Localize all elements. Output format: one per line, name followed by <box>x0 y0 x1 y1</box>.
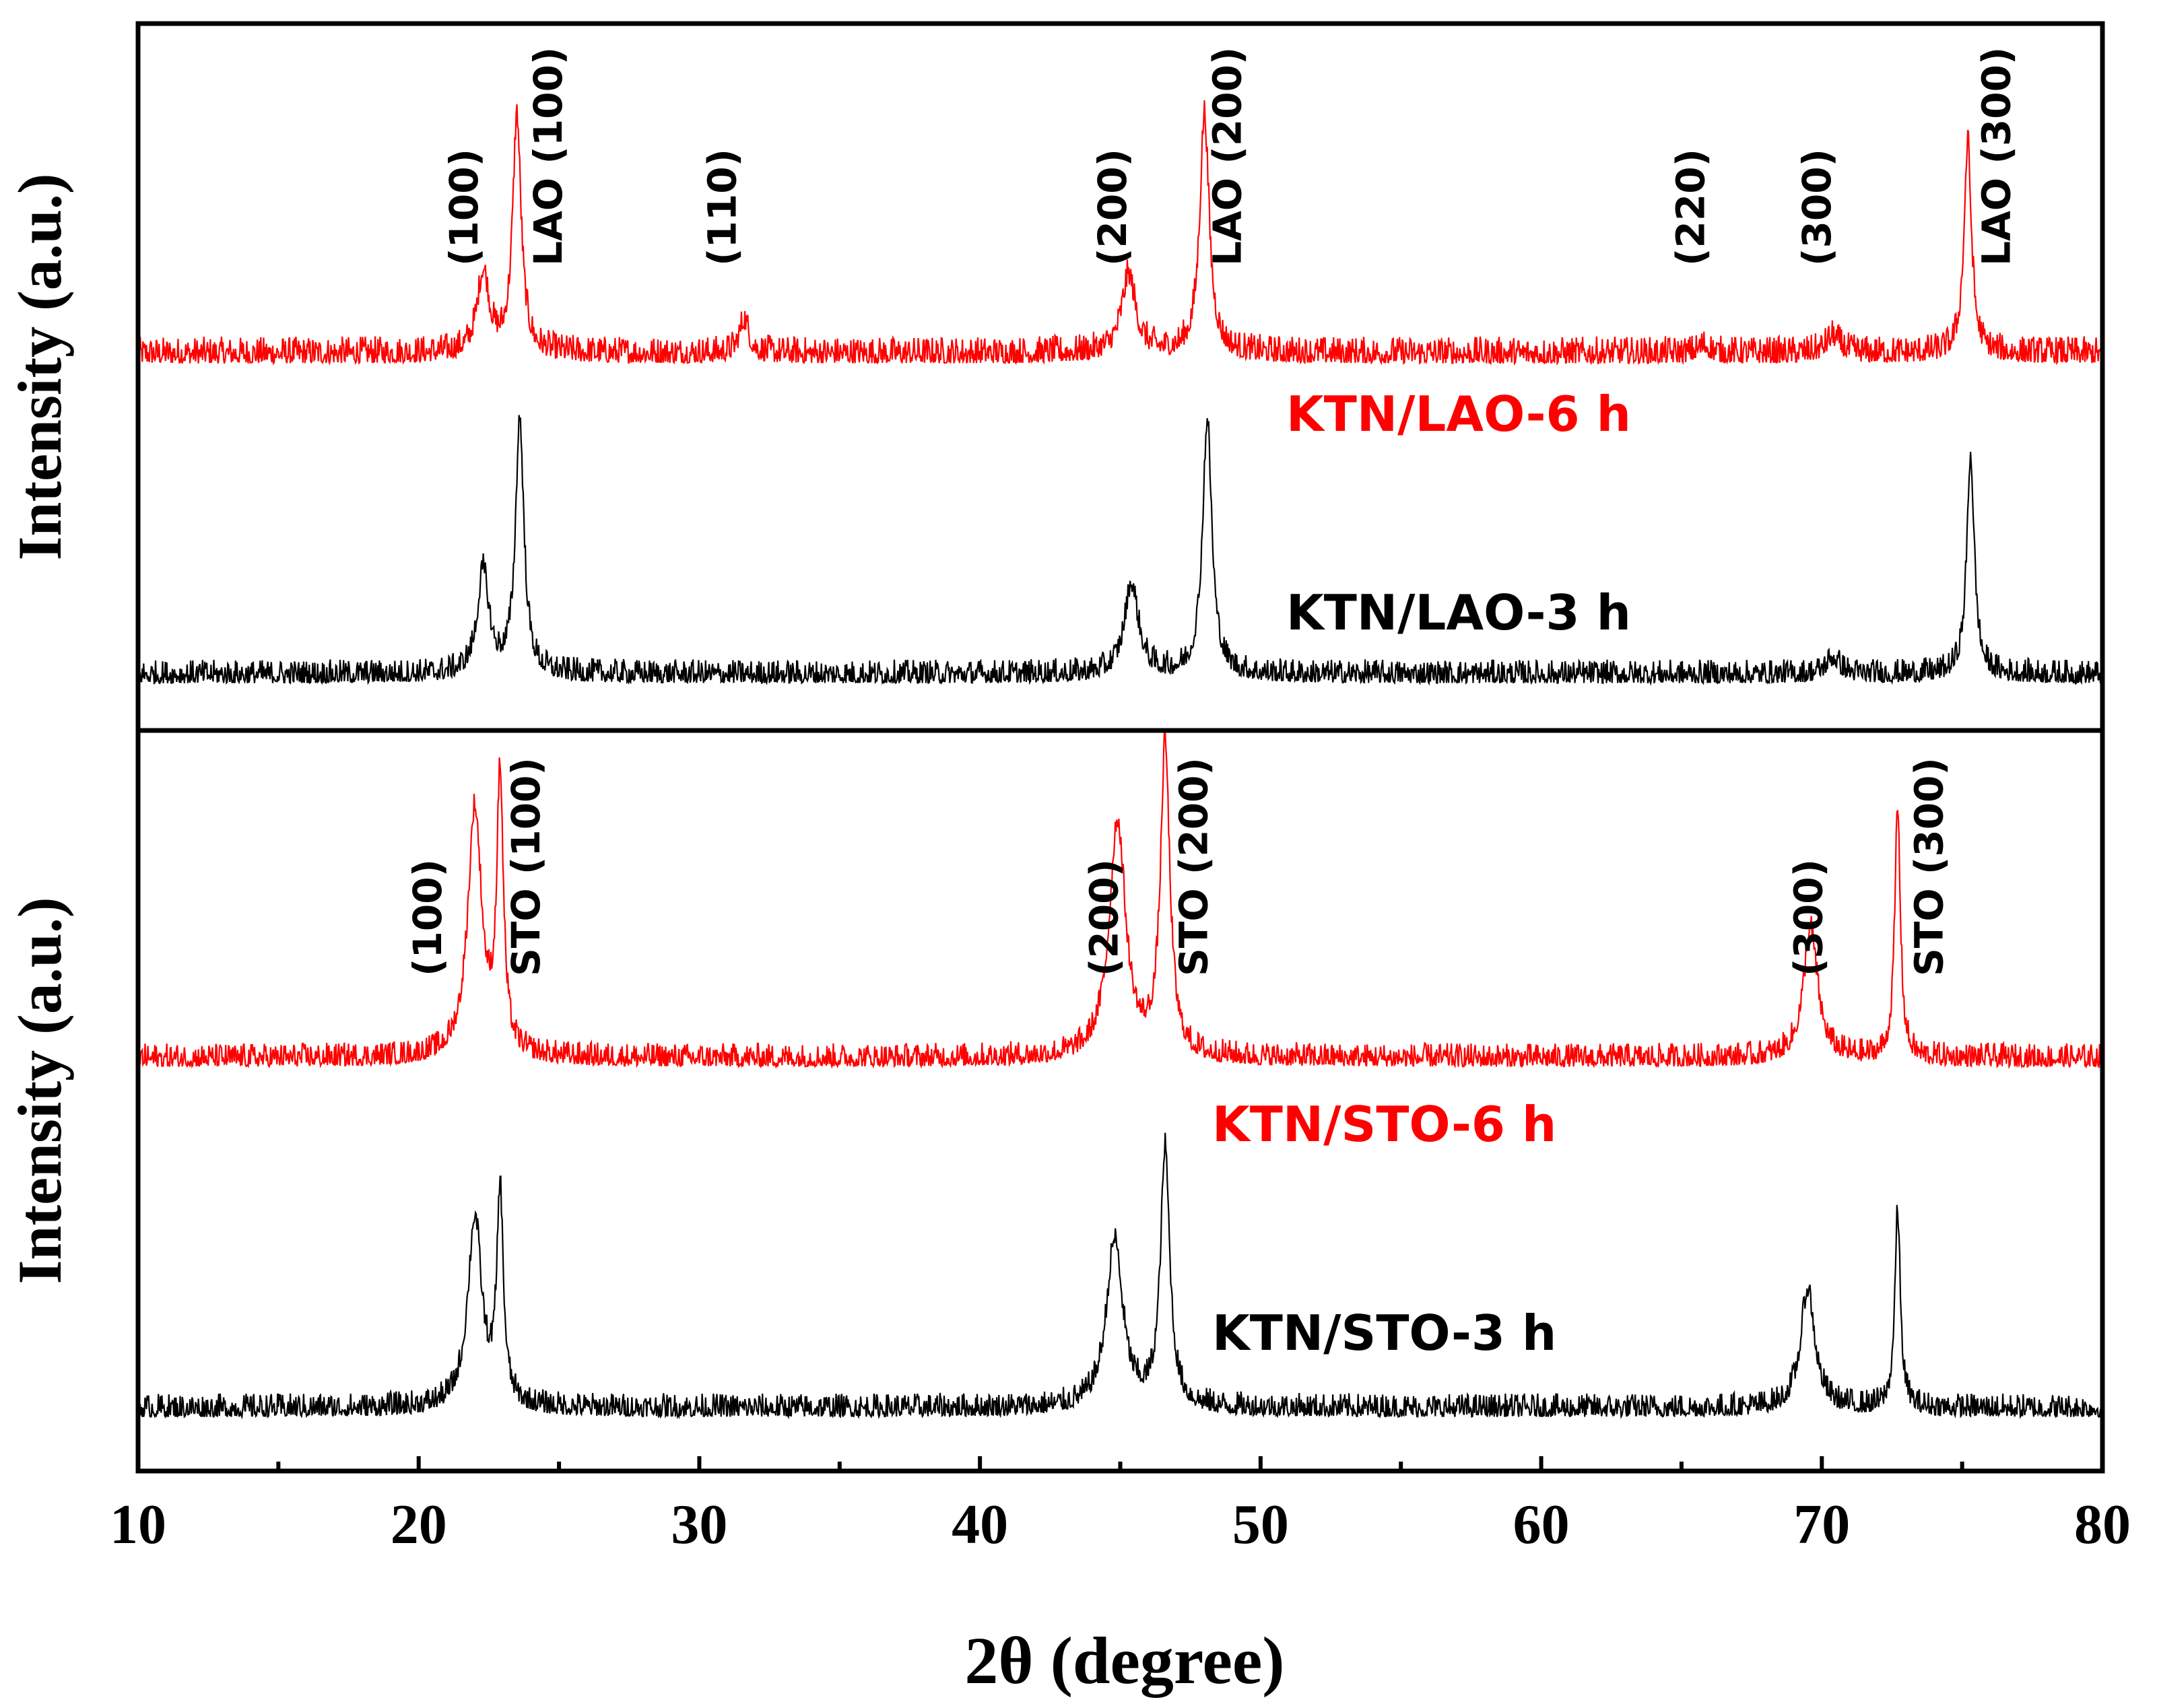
series-line-ktn-lao-6-h <box>137 100 2104 366</box>
series-label-ktn-lao-3h: KTN/LAO-3 h <box>1286 584 1631 641</box>
curves-layer <box>137 100 2104 1420</box>
peak-annotation: STO (300) <box>1906 757 1952 976</box>
x-tick-label: 50 <box>1232 1493 1289 1556</box>
x-tick-label: 20 <box>391 1493 447 1556</box>
peak-annotation: LAO (300) <box>1974 47 2020 266</box>
x-axis-title: 2θ (degree) <box>964 1623 1284 1698</box>
peak-annotations: (100) LAO (100) (110) (200) LAO (200) (220) (3… <box>405 47 2019 976</box>
x-tick-label: 30 <box>671 1493 727 1556</box>
y-axis-title-bottom: Intensity (a.u.) <box>5 897 74 1284</box>
peak-annotation: (200) <box>1090 149 1135 266</box>
series-line-ktn-sto-6-h <box>137 728 2104 1070</box>
series-label-ktn-lao-6h: KTN/LAO-6 h <box>1286 386 1631 442</box>
peak-annotation: (220) <box>1667 149 1713 266</box>
x-tick-label: 60 <box>1513 1493 1570 1556</box>
x-axis: 10 20 30 40 50 60 70 80 <box>110 1456 2131 1556</box>
x-tick-label: 40 <box>952 1493 1008 1556</box>
peak-annotation: (100) <box>441 149 487 266</box>
x-tick-label: 70 <box>1793 1493 1850 1556</box>
y-axis-title-top: Intensity (a.u.) <box>5 173 74 560</box>
peak-annotation: LAO (200) <box>1205 47 1251 266</box>
x-tick-label: 80 <box>2074 1493 2131 1556</box>
series-label-ktn-sto-6h: KTN/STO-6 h <box>1212 1096 1556 1153</box>
peak-annotation: (110) <box>700 149 745 266</box>
peak-annotation: (300) <box>1794 149 1840 266</box>
peak-annotation: STO (200) <box>1171 757 1217 976</box>
x-tick-label: 10 <box>110 1493 166 1556</box>
peak-annotation: (100) <box>405 859 451 976</box>
peak-annotation: STO (100) <box>503 757 549 976</box>
series-line-ktn-sto-3-h <box>137 1132 2104 1420</box>
series-label-ktn-sto-3h: KTN/STO-3 h <box>1212 1305 1556 1361</box>
series-line-ktn-lao-3-h <box>137 415 2104 686</box>
peak-annotation: LAO (100) <box>525 47 571 266</box>
peak-annotation: (300) <box>1785 859 1831 976</box>
peak-annotation: (200) <box>1081 859 1127 976</box>
